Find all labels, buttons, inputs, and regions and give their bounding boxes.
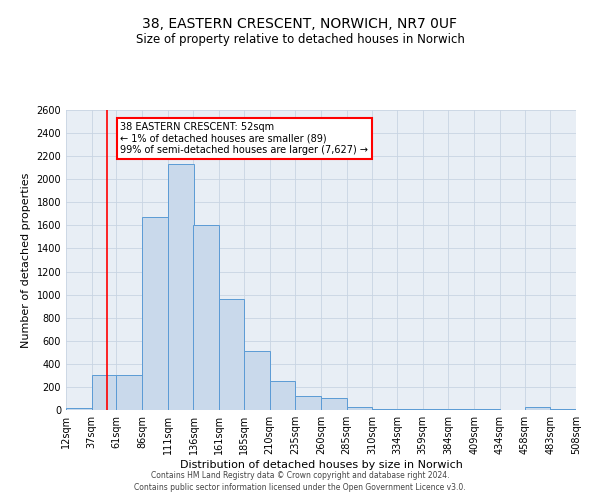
Text: 38 EASTERN CRESCENT: 52sqm
← 1% of detached houses are smaller (89)
99% of semi-: 38 EASTERN CRESCENT: 52sqm ← 1% of detac… — [121, 122, 368, 154]
Bar — [168, 164, 193, 410]
Text: 38, EASTERN CRESCENT, NORWICH, NR7 0UF: 38, EASTERN CRESCENT, NORWICH, NR7 0UF — [143, 18, 458, 32]
Bar — [524, 406, 550, 410]
Y-axis label: Number of detached properties: Number of detached properties — [21, 172, 31, 348]
Bar — [269, 381, 295, 410]
Bar — [550, 409, 576, 410]
Bar — [347, 406, 373, 410]
Bar — [244, 351, 269, 410]
Bar — [321, 398, 347, 410]
Text: Size of property relative to detached houses in Norwich: Size of property relative to detached ho… — [136, 32, 464, 46]
Bar — [219, 299, 244, 410]
Bar — [576, 408, 600, 410]
Bar — [142, 216, 168, 410]
Bar — [373, 409, 397, 410]
Bar — [295, 396, 321, 410]
Bar — [66, 408, 92, 410]
Bar — [92, 376, 116, 410]
X-axis label: Distribution of detached houses by size in Norwich: Distribution of detached houses by size … — [179, 460, 463, 470]
Text: Contains public sector information licensed under the Open Government Licence v3: Contains public sector information licen… — [134, 484, 466, 492]
Text: Contains HM Land Registry data © Crown copyright and database right 2024.: Contains HM Land Registry data © Crown c… — [151, 471, 449, 480]
Bar — [116, 376, 142, 410]
Bar — [193, 226, 219, 410]
